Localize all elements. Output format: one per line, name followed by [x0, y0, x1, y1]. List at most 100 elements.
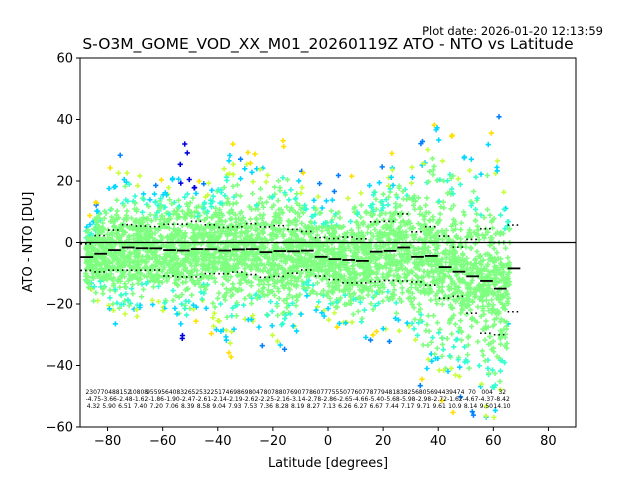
data-point — [466, 229, 472, 235]
data-point — [450, 291, 456, 297]
data-point — [348, 227, 355, 233]
data-point — [163, 192, 170, 198]
data-point — [440, 250, 446, 256]
data-point — [352, 270, 358, 277]
data-point — [230, 281, 236, 287]
data-point — [459, 329, 465, 335]
data-point — [360, 295, 366, 301]
data-point — [425, 356, 431, 363]
data-point — [99, 229, 105, 235]
data-point — [466, 333, 472, 339]
data-point — [441, 205, 447, 211]
data-point — [380, 205, 386, 211]
data-point — [424, 195, 430, 201]
data-point — [285, 274, 291, 281]
data-point — [106, 185, 112, 192]
data-point — [482, 289, 488, 295]
data-point — [265, 268, 271, 275]
data-point — [497, 231, 503, 237]
data-point — [274, 303, 280, 309]
data-point — [284, 177, 291, 183]
data-point — [141, 273, 147, 279]
data-point — [247, 216, 254, 222]
data-point — [300, 170, 306, 176]
bin-stat-label: 8.14 — [464, 403, 478, 410]
data-point — [189, 292, 195, 298]
data-point — [189, 263, 195, 269]
data-point — [222, 297, 228, 303]
data-point — [179, 235, 185, 241]
data-point — [174, 211, 180, 217]
data-point — [428, 297, 434, 303]
data-point — [269, 332, 276, 338]
data-point — [461, 344, 468, 350]
data-point — [349, 173, 355, 179]
data-point — [335, 250, 341, 256]
plot-subtitle: Plot date: 2026-01-20 12:13:59 — [422, 24, 603, 38]
bin-stat-label: 8698 — [237, 389, 252, 396]
data-point — [488, 237, 495, 243]
data-point — [157, 221, 163, 227]
data-point — [497, 368, 504, 374]
data-point — [369, 204, 375, 211]
data-point — [293, 328, 300, 334]
data-point — [294, 294, 301, 300]
data-point — [431, 163, 437, 169]
data-point — [342, 292, 348, 298]
data-point — [241, 250, 247, 256]
data-point — [87, 221, 93, 228]
data-point — [432, 351, 438, 357]
data-point — [451, 344, 457, 350]
data-point — [151, 249, 158, 255]
data-point — [292, 209, 298, 216]
data-point — [123, 197, 129, 203]
data-point — [276, 288, 282, 295]
data-point — [376, 265, 383, 271]
bin-stat-label: -3.14 — [290, 396, 306, 403]
data-point — [481, 235, 487, 241]
data-point — [124, 170, 130, 176]
data-point — [336, 264, 342, 271]
data-point — [166, 225, 173, 231]
data-point — [177, 262, 184, 268]
data-point — [253, 251, 259, 257]
data-point — [286, 292, 292, 298]
data-point — [399, 210, 405, 216]
data-point — [260, 204, 267, 210]
data-point — [305, 285, 311, 291]
data-point — [332, 284, 339, 291]
data-point — [323, 247, 329, 253]
data-point — [179, 301, 185, 307]
data-point — [236, 280, 243, 286]
data-point — [170, 244, 176, 250]
data-point — [111, 275, 117, 281]
data-point — [355, 225, 362, 231]
bin-stat-label: 5253 — [192, 389, 207, 396]
data-point — [373, 328, 380, 335]
data-point — [230, 161, 236, 167]
data-point — [422, 221, 428, 227]
data-point — [209, 187, 215, 193]
data-point — [112, 321, 118, 327]
data-point — [417, 282, 423, 288]
data-point — [103, 247, 109, 253]
data-point — [375, 300, 382, 307]
data-point — [503, 326, 510, 332]
data-point — [186, 207, 192, 213]
data-point — [483, 318, 489, 324]
data-point — [99, 286, 106, 292]
y-tick-label: 60 — [56, 52, 73, 67]
data-point — [224, 268, 230, 275]
data-point — [123, 212, 129, 219]
data-point — [101, 215, 107, 222]
data-point — [263, 179, 269, 185]
bin-stat-label: 9.50 — [480, 403, 494, 410]
data-point — [399, 285, 405, 291]
data-point — [392, 315, 399, 321]
data-point — [269, 204, 275, 211]
data-point — [490, 323, 496, 329]
data-point — [241, 302, 247, 308]
data-point — [430, 172, 436, 178]
data-point — [358, 232, 365, 238]
data-point — [181, 257, 187, 264]
